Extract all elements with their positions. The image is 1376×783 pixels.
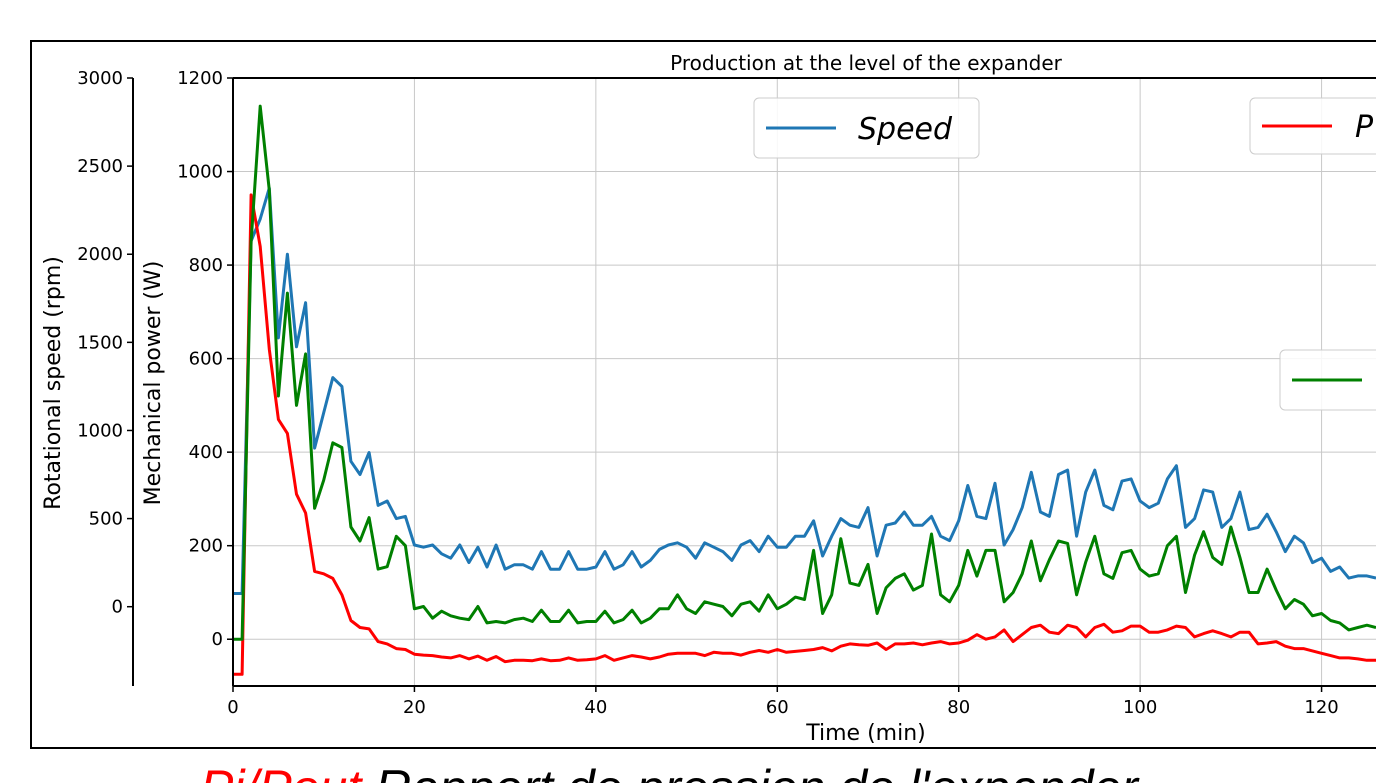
speed-tick-label: 1000 bbox=[77, 420, 123, 441]
series-line-0 bbox=[233, 186, 1376, 595]
speed-axis-label: Rotational speed (rpm) bbox=[41, 256, 66, 510]
power-tick-label: 600 bbox=[189, 349, 223, 370]
x-tick-label: 20 bbox=[403, 697, 426, 718]
series-line-2 bbox=[233, 104, 1376, 641]
speed-tick-label: 2500 bbox=[77, 156, 123, 177]
speed-tick-label: 3000 bbox=[77, 68, 123, 89]
power-tick-label: 200 bbox=[189, 536, 223, 557]
chart-title: Production at the level of the expander bbox=[670, 51, 1063, 75]
speed-tick-label: 1500 bbox=[77, 332, 123, 353]
x-tick-label: 80 bbox=[947, 697, 970, 718]
power-axis-label: Mechanical power (W) bbox=[141, 261, 166, 506]
caption: Pi/Pout Rapport de pression de l'expande… bbox=[200, 760, 1140, 783]
caption-part-2: out bbox=[292, 760, 364, 783]
series-line-1 bbox=[233, 193, 1376, 676]
power-tick-label: 1000 bbox=[177, 162, 223, 183]
legend-label: P bbox=[1355, 110, 1374, 145]
power-tick-label: 0 bbox=[212, 629, 223, 650]
series-group bbox=[233, 104, 1376, 676]
speed-tick-label: 0 bbox=[112, 597, 123, 618]
power-tick-label: 1200 bbox=[177, 68, 223, 89]
x-tick-label: 0 bbox=[227, 697, 238, 718]
axes: 0 20 40 60 80 100 1200200400600800100012000500… bbox=[77, 68, 1376, 718]
x-tick-label: 120 bbox=[1304, 697, 1338, 718]
caption-part-3: Rapport de pression de l'expander bbox=[361, 760, 1140, 783]
x-axis-label: Time (min) bbox=[805, 721, 926, 746]
caption-part-1: /P bbox=[241, 760, 292, 783]
power-tick-label: 800 bbox=[189, 255, 223, 276]
x-tick-label: 100 bbox=[1123, 697, 1157, 718]
x-tick-label: 60 bbox=[766, 697, 789, 718]
speed-tick-label: 500 bbox=[89, 509, 123, 530]
speed-tick-label: 2000 bbox=[77, 244, 123, 265]
caption-part-0: Pi bbox=[200, 760, 246, 783]
legend: Speed P bbox=[753, 97, 1376, 411]
legend-box bbox=[753, 97, 980, 159]
power-tick-label: 400 bbox=[189, 442, 223, 463]
x-tick-label: 40 bbox=[584, 697, 607, 718]
legend-label: Speed bbox=[858, 112, 953, 147]
